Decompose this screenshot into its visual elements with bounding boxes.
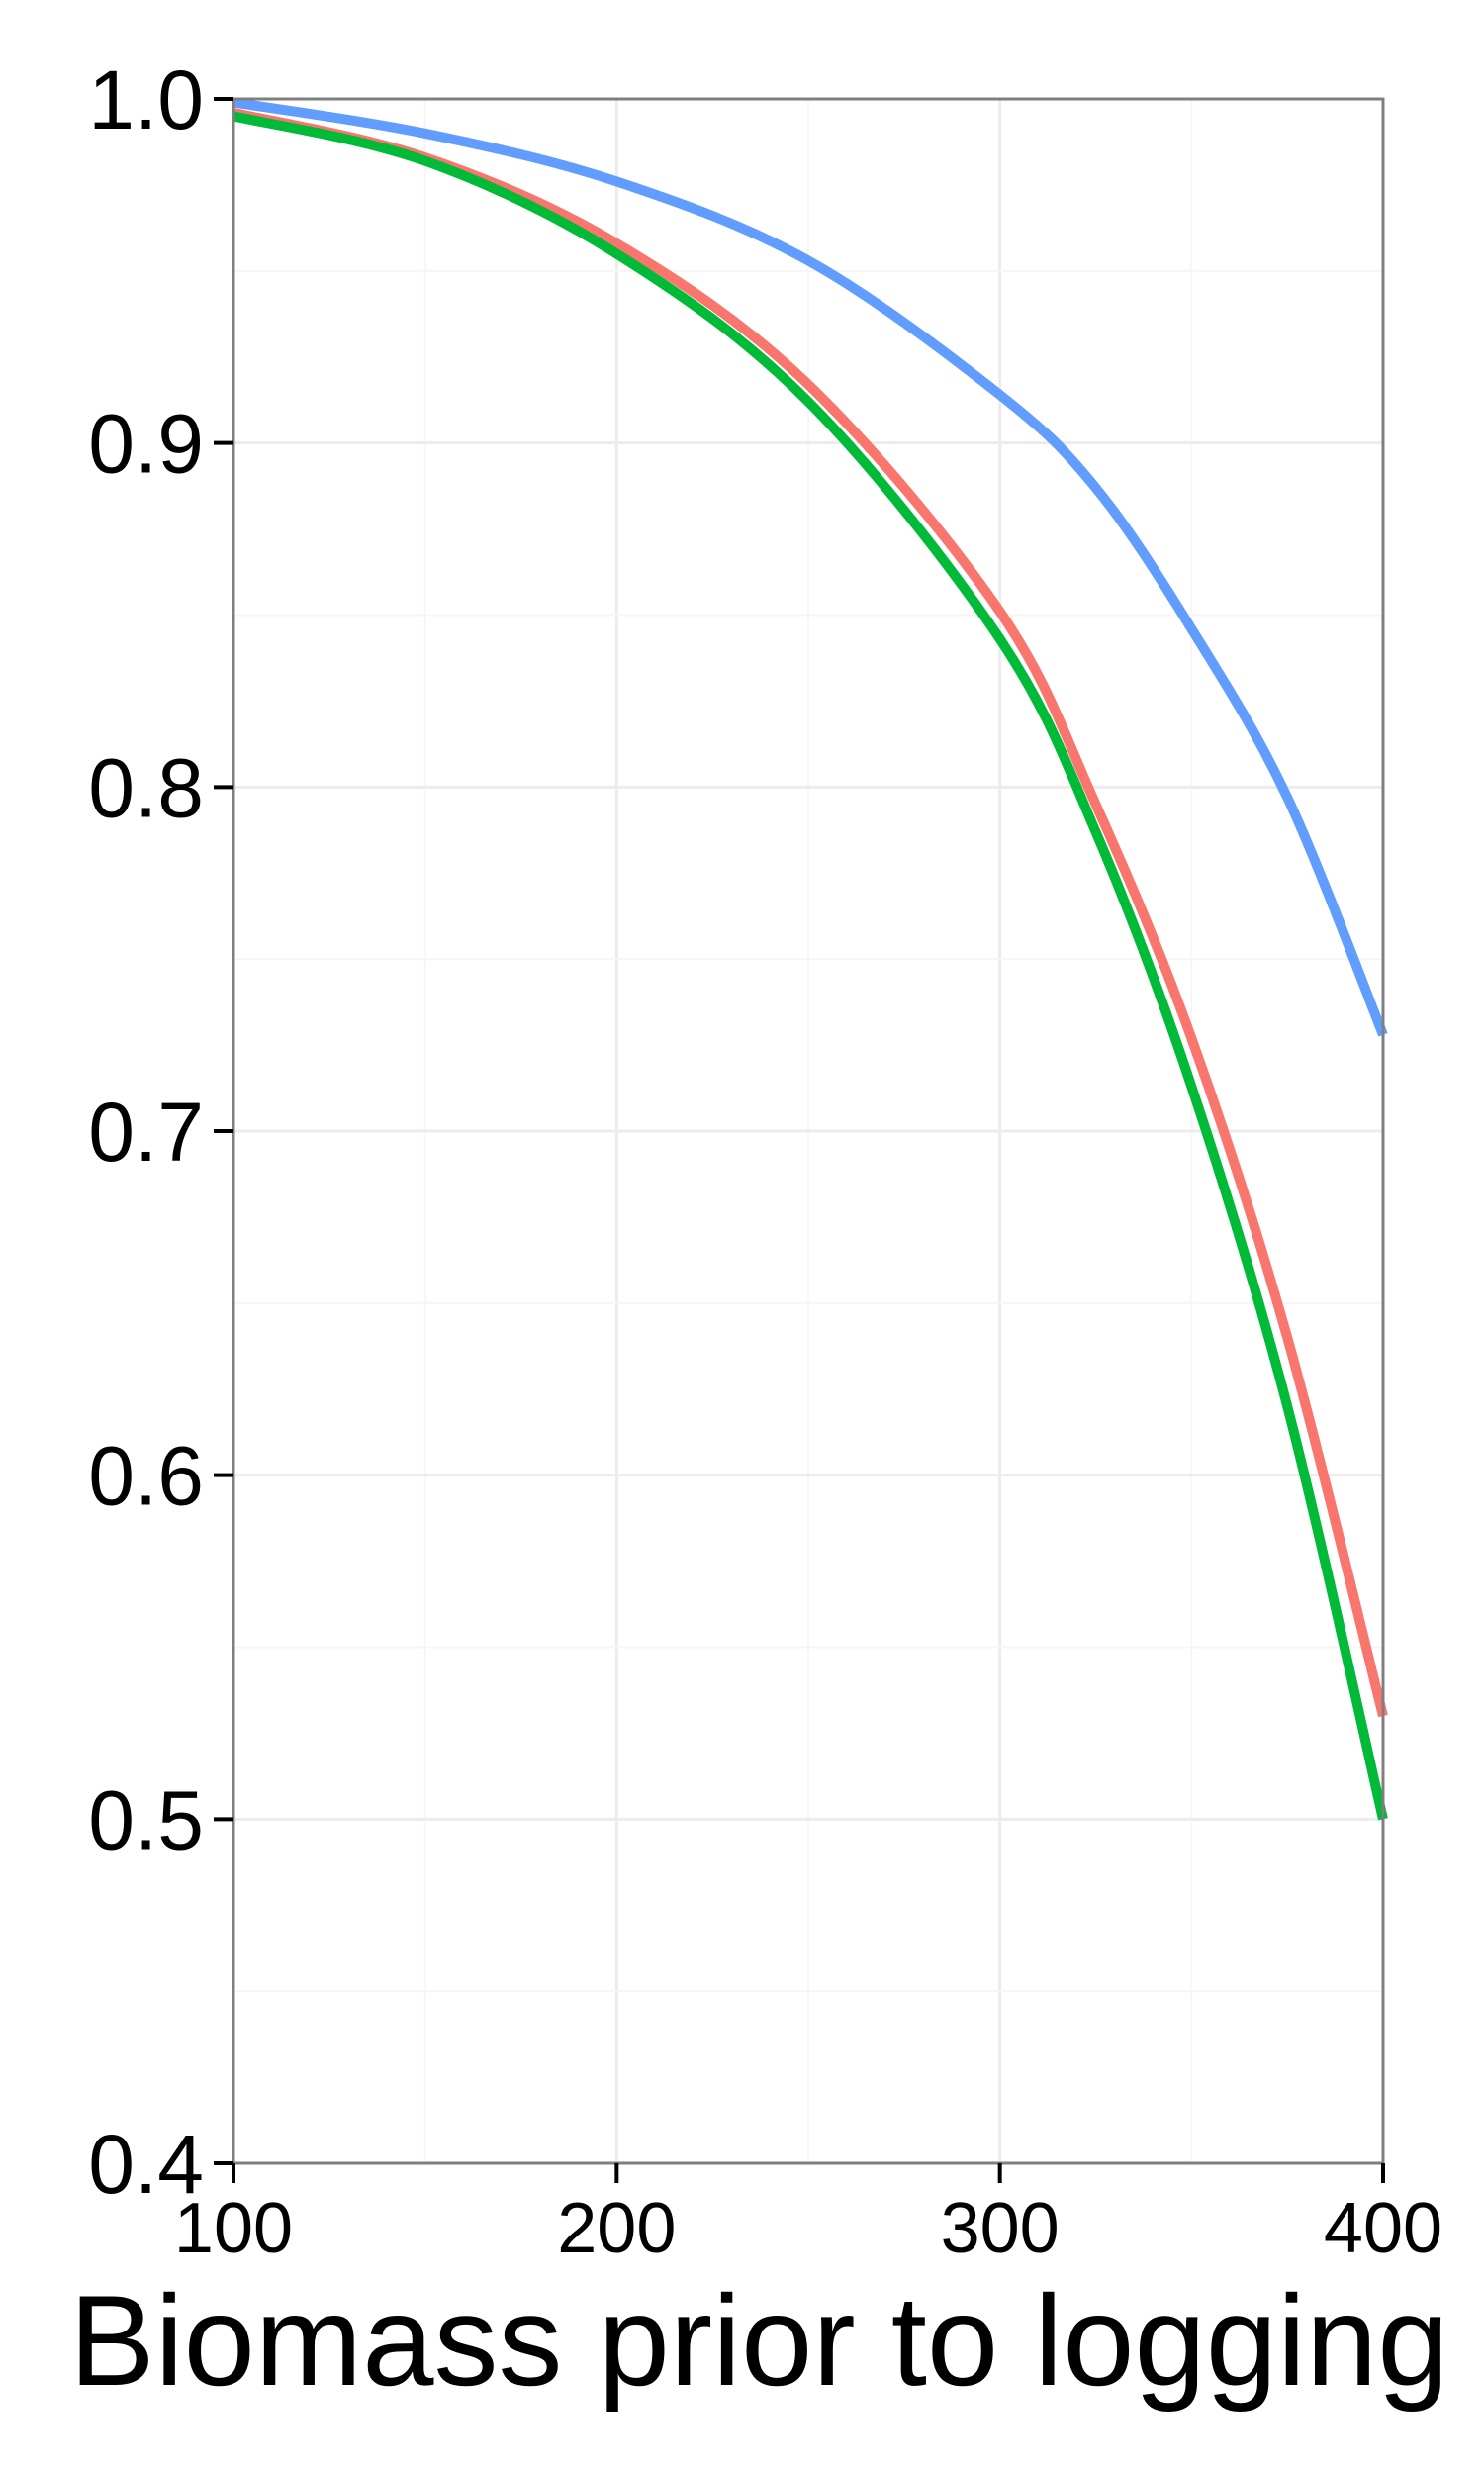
x-tick-label: 100	[174, 2189, 293, 2268]
y-tick-label: 0.5	[88, 1773, 204, 1866]
y-tick-label: 0.7	[88, 1086, 204, 1179]
x-tick-label: 300	[941, 2189, 1060, 2268]
series-line-3	[232, 97, 1388, 1037]
y-tick-label: 0.9	[88, 398, 204, 491]
y-tick-label: 0.4	[88, 2118, 204, 2211]
x-axis-title: Biomass prior to logging	[69, 2268, 1449, 2413]
y-tick-label: 1.0	[88, 53, 204, 146]
series-group	[232, 97, 1388, 1821]
y-tick-label: 0.6	[88, 1430, 204, 1523]
y-tick-label: 0.8	[88, 741, 204, 834]
series-line-2	[232, 111, 1388, 1821]
x-axis: 100 200 300 400	[174, 2163, 1442, 2268]
x-tick-label: 400	[1324, 2189, 1442, 2268]
series-line-1	[232, 108, 1388, 1718]
y-axis: 0.4 0.5 0.6 0.7 0.8 0.9 1.0	[88, 53, 233, 2211]
x-tick-label: 200	[557, 2189, 676, 2268]
